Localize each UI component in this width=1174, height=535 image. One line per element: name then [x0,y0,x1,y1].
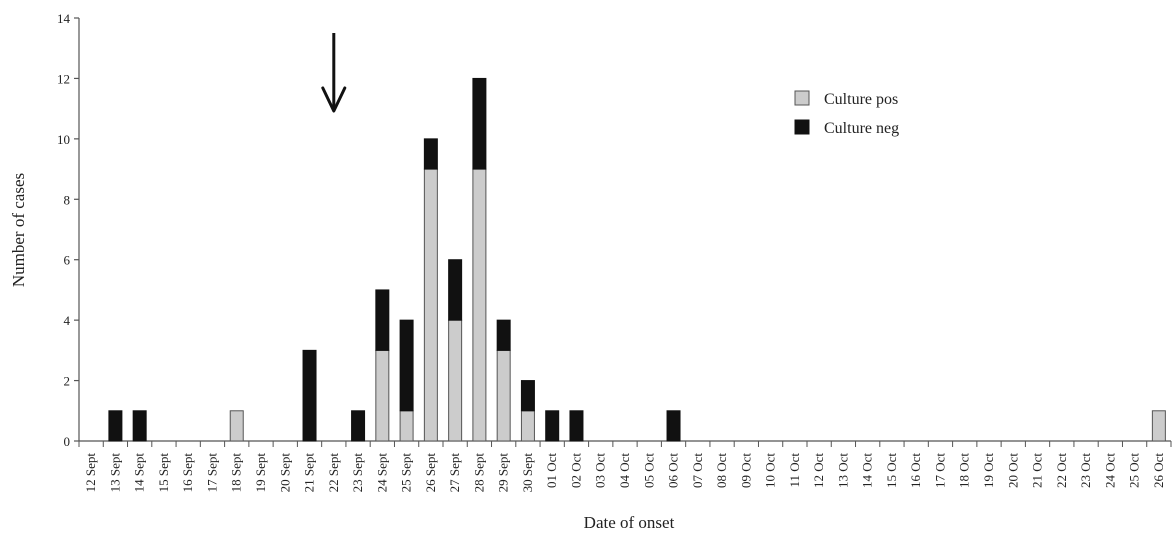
x-tick-label: 20 Sept [277,453,292,493]
bar-culture-neg-21-sept [302,349,317,442]
bar-culture-pos-26-oct [1151,410,1166,442]
legend-swatch-culture-pos [794,90,810,106]
x-axis-title: Date of onset [584,513,675,532]
x-tick-label: 22 Sept [326,453,341,493]
x-tick-label: 22 Oct [1054,453,1069,488]
x-tick-label: 24 Oct [1102,453,1117,488]
y-tick-label: 6 [64,253,71,268]
x-tick-label: 15 Oct [884,453,899,488]
arrow-head [321,86,347,113]
x-tick-label: 29 Sept [496,453,511,493]
x-tick-label: 21 Oct [1030,453,1045,488]
bar-culture-pos-29-sept [496,349,511,442]
x-tick-label: 05 Oct [641,453,656,488]
legend-label-culture-neg: Culture neg [824,120,899,137]
x-tick-label: 12 Sept [83,453,98,493]
y-tick-label: 10 [57,132,70,147]
x-tick-label: 25 Oct [1127,453,1142,488]
bar-culture-neg-28-sept [472,77,487,170]
y-tick-label: 14 [57,11,71,26]
bar-culture-neg-14-sept [132,410,147,442]
x-tick-label: 16 Sept [180,453,195,493]
bar-culture-pos-27-sept [448,319,463,442]
x-tick-label: 02 Oct [568,453,583,488]
annotation-arrow [321,33,347,113]
x-tick-label: 14 Sept [132,453,147,493]
x-tick-label: 13 Oct [835,453,850,488]
x-tick-label: 14 Oct [860,453,875,488]
y-tick-label: 8 [64,192,71,207]
x-tick-label: 23 Sept [350,453,365,493]
x-axis: 12 Sept 13 Sept 14 Sept 15 Sept 16 Sept 17 Se… [78,440,1172,493]
x-tick-label: 26 Oct [1151,453,1166,488]
x-tick-label: 23 Oct [1078,453,1093,488]
bar-culture-pos-24-sept [375,349,390,442]
legend-swatch-culture-neg [794,119,810,135]
x-tick-label: 12 Oct [811,453,826,488]
bar-culture-neg-29-sept [496,319,511,351]
x-tick-label: 10 Oct [763,453,778,488]
x-tick-label: 30 Sept [520,453,535,493]
bar-culture-pos-30-sept [520,410,535,442]
bar-culture-neg-26-sept [423,138,438,170]
x-tick-label: 01 Oct [544,453,559,488]
x-tick-label: 11 Oct [787,453,802,488]
x-tick-label: 26 Sept [423,453,438,493]
bar-culture-neg-02-oct [569,410,584,442]
x-tick-label: 09 Oct [738,453,753,488]
x-tick-label: 24 Sept [374,453,389,493]
bar-culture-pos-26-sept [423,168,438,442]
bar-culture-neg-27-sept [448,259,463,321]
x-tick-label: 08 Oct [714,453,729,488]
x-tick-label: 18 Sept [229,453,244,493]
x-tick-label: 21 Sept [302,453,317,493]
legend-label-culture-pos: Culture pos [824,91,898,108]
y-axis-title: Number of cases [9,173,28,287]
y-tick-label: 12 [57,71,70,86]
y-tick-label: 0 [64,434,71,449]
bar-culture-neg-30-sept [520,380,535,412]
bar-culture-neg-24-sept [375,289,390,351]
bar-culture-neg-06-oct [666,410,681,442]
legend: Culture pos Culture neg [794,90,899,137]
x-tick-label: 03 Oct [593,453,608,488]
x-tick-label: 27 Sept [447,453,462,493]
x-tick-label: 18 Oct [957,453,972,488]
bar-culture-pos-25-sept [399,410,414,442]
x-tick-label: 20 Oct [1005,453,1020,488]
x-tick-label: 15 Sept [156,453,171,493]
x-tick-label: 28 Sept [471,453,486,493]
bar-culture-neg-01-oct [545,410,560,442]
x-tick-label: 16 Oct [908,453,923,488]
bar-culture-pos-28-sept [472,168,487,442]
x-tick-label: 17 Sept [204,453,219,493]
bar-culture-pos-18-sept [229,410,244,442]
bar-culture-neg-25-sept [399,319,414,412]
x-tick-label: 25 Sept [399,453,414,493]
x-tick-label: 13 Sept [107,453,122,493]
x-tick-label: 19 Sept [253,453,268,493]
x-tick-label: 06 Oct [666,453,681,488]
y-tick-label: 2 [64,374,71,389]
x-tick-label: 19 Oct [981,453,996,488]
x-tick-label: 04 Oct [617,453,632,488]
x-tick-label: 07 Oct [690,453,705,488]
y-tick-label: 4 [64,313,71,328]
bar-culture-neg-23-sept [351,410,366,442]
y-axis: 0 2 4 6 8 10 12 14 [57,11,80,449]
x-tick-label: 17 Oct [932,453,947,488]
bars [108,77,1166,442]
bar-culture-neg-13-sept [108,410,123,442]
